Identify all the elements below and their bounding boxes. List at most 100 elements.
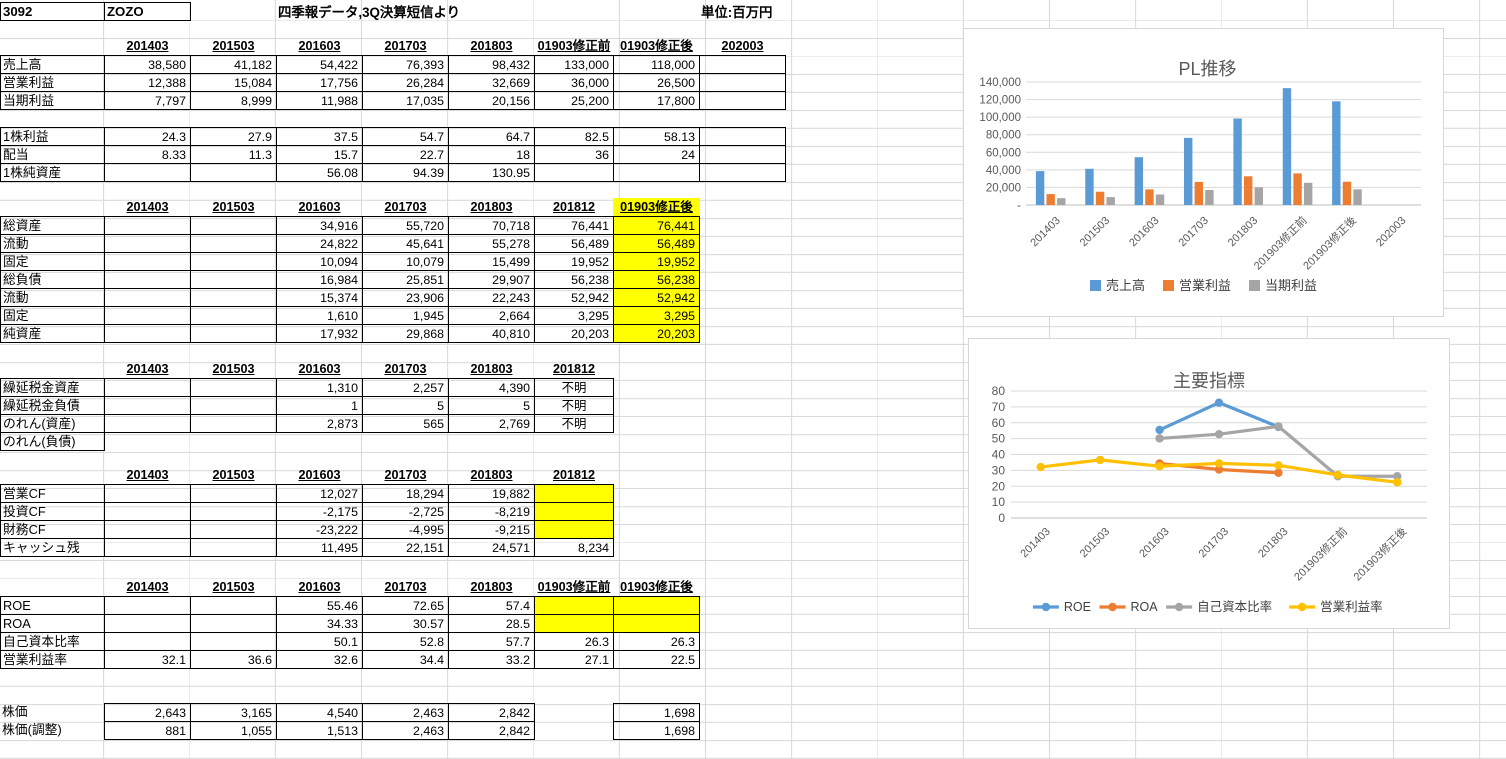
cell[interactable]: 58.13 — [613, 127, 700, 146]
column-header[interactable]: 201703 — [384, 580, 427, 594]
cell[interactable]: 54.7 — [362, 127, 449, 146]
cell[interactable]: 11,495 — [276, 538, 363, 557]
cell[interactable]: 33.2 — [448, 650, 535, 669]
cell[interactable]: 17,035 — [362, 91, 449, 110]
row-label[interactable]: 繰延税金資産 — [0, 378, 105, 397]
row-label[interactable]: ROA — [0, 614, 105, 633]
column-header[interactable]: 201603 — [298, 468, 341, 482]
column-header[interactable]: 201403 — [126, 362, 169, 376]
cell[interactable] — [190, 270, 277, 289]
cell[interactable] — [104, 502, 191, 521]
key-indicators-chart[interactable]: 主要指標 0 10 20 30 40 50 60 70 80 201403 201503 201603 2… — [968, 338, 1450, 629]
cell[interactable] — [190, 378, 277, 397]
column-header[interactable]: 201812 — [552, 468, 596, 482]
cell[interactable]: 36,000 — [534, 73, 614, 92]
cell[interactable]: 24,822 — [276, 234, 363, 253]
row-label[interactable]: 配当 — [0, 145, 105, 164]
cell[interactable] — [534, 520, 614, 539]
cell[interactable] — [613, 614, 700, 633]
cell[interactable]: 不明 — [534, 378, 614, 397]
column-header[interactable]: 201503 — [212, 580, 255, 594]
cell[interactable]: 34,916 — [276, 216, 363, 235]
cell[interactable]: 17,756 — [276, 73, 363, 92]
row-label[interactable]: 株価 — [2, 704, 28, 719]
column-header[interactable]: 01903修正後 — [620, 39, 693, 53]
cell[interactable] — [104, 324, 191, 343]
cell[interactable]: 29,907 — [448, 270, 535, 289]
cell[interactable]: 11,988 — [276, 91, 363, 110]
cell[interactable] — [104, 596, 191, 615]
cell[interactable] — [190, 306, 277, 325]
cell[interactable]: 不明 — [534, 414, 614, 433]
cell[interactable] — [699, 73, 786, 92]
cell[interactable]: 26.3 — [534, 632, 614, 651]
cell[interactable] — [190, 502, 277, 521]
cell[interactable] — [190, 596, 277, 615]
column-header[interactable]: 201703 — [384, 362, 427, 376]
cell[interactable]: 26,284 — [362, 73, 449, 92]
cell[interactable]: 2,643 — [104, 703, 191, 722]
cell[interactable] — [104, 378, 191, 397]
cell[interactable]: 8,234 — [534, 538, 614, 557]
cell[interactable] — [104, 306, 191, 325]
cell[interactable]: 32.6 — [276, 650, 363, 669]
cell[interactable]: 2,664 — [448, 306, 535, 325]
cell[interactable]: 17,800 — [613, 91, 700, 110]
stock-code-cell[interactable]: 3092 — [0, 2, 105, 21]
cell[interactable]: 50.1 — [276, 632, 363, 651]
row-label[interactable]: ROE — [0, 596, 105, 615]
cell[interactable]: 36.6 — [190, 650, 277, 669]
cell[interactable]: 3,295 — [613, 306, 700, 325]
cell[interactable] — [534, 614, 614, 633]
cell[interactable]: 24,571 — [448, 538, 535, 557]
cell[interactable]: 15,084 — [190, 73, 277, 92]
row-label[interactable]: 売上高 — [0, 55, 105, 74]
cell[interactable]: 56,238 — [613, 270, 700, 289]
cell[interactable]: 1 — [276, 396, 363, 415]
cell[interactable]: 2,463 — [362, 721, 449, 740]
cell[interactable]: 1,945 — [362, 306, 449, 325]
cell[interactable]: 133,000 — [534, 55, 614, 74]
cell[interactable]: 2,769 — [448, 414, 535, 433]
cell[interactable] — [104, 252, 191, 271]
row-label[interactable]: 営業利益率 — [0, 650, 105, 669]
column-header[interactable]: 201803 — [470, 39, 513, 53]
cell[interactable]: 30.57 — [362, 614, 449, 633]
cell[interactable]: 64.7 — [448, 127, 535, 146]
cell[interactable]: 54,422 — [276, 55, 363, 74]
cell[interactable]: 1,513 — [276, 721, 363, 740]
row-label[interactable]: 総負債 — [0, 270, 105, 289]
cell[interactable] — [190, 252, 277, 271]
cell[interactable]: 10,094 — [276, 252, 363, 271]
cell[interactable] — [104, 288, 191, 307]
cell[interactable]: 16,984 — [276, 270, 363, 289]
cell[interactable] — [104, 520, 191, 539]
company-name-cell[interactable]: ZOZO — [104, 2, 191, 21]
cell[interactable]: 2,842 — [448, 703, 535, 722]
cell[interactable] — [699, 91, 786, 110]
column-header[interactable]: 201503 — [212, 468, 255, 482]
cell[interactable]: 18,294 — [362, 484, 449, 503]
cell[interactable] — [699, 163, 786, 182]
column-header[interactable]: 201703 — [384, 200, 427, 214]
cell[interactable] — [104, 396, 191, 415]
cell[interactable]: 70,718 — [448, 216, 535, 235]
cell[interactable]: 28.5 — [448, 614, 535, 633]
cell[interactable]: 22.5 — [613, 650, 700, 669]
cell[interactable] — [104, 614, 191, 633]
cell[interactable]: 29,868 — [362, 324, 449, 343]
column-header[interactable]: 201803 — [470, 580, 513, 594]
cell[interactable]: 7,797 — [104, 91, 191, 110]
cell[interactable]: 32.1 — [104, 650, 191, 669]
cell[interactable]: 19,952 — [613, 252, 700, 271]
cell[interactable] — [190, 288, 277, 307]
cell[interactable] — [534, 484, 614, 503]
row-label[interactable]: 営業利益 — [0, 73, 105, 92]
cell[interactable] — [190, 520, 277, 539]
cell[interactable] — [699, 55, 786, 74]
cell[interactable] — [104, 414, 191, 433]
cell[interactable]: -4,995 — [362, 520, 449, 539]
cell[interactable]: 52,942 — [613, 288, 700, 307]
column-header[interactable]: 201703 — [384, 468, 427, 482]
cell[interactable]: 55,720 — [362, 216, 449, 235]
